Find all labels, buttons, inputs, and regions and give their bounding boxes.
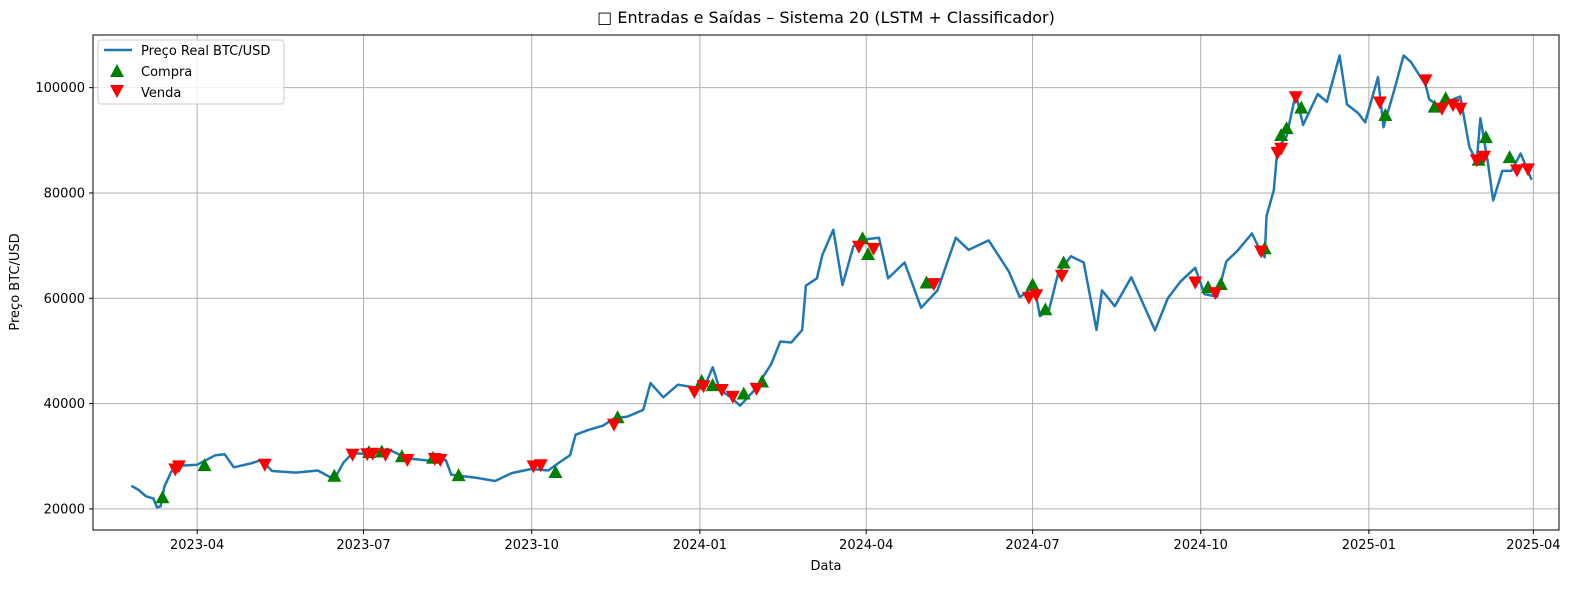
y-tick-label: 60000 — [44, 292, 85, 307]
sell-marker — [378, 448, 393, 462]
sell-marker — [749, 382, 764, 396]
legend-sell-marker — [110, 85, 124, 98]
sell-marker — [1029, 289, 1044, 303]
chart-title: □ Entradas e Saídas – Sistema 20 (LSTM +… — [597, 8, 1055, 27]
buy-marker — [1478, 130, 1493, 144]
sell-marker — [1208, 287, 1223, 301]
buy-marker — [1279, 121, 1294, 135]
sell-marker — [851, 240, 866, 254]
sell-marker — [687, 386, 702, 400]
buy-marker — [1294, 100, 1309, 114]
legend-label-buy: Compra — [141, 65, 192, 80]
sell-marker — [1054, 269, 1069, 283]
sell-marker — [1274, 142, 1289, 156]
x-tick-label: 2023-10 — [505, 538, 559, 553]
sell-marker — [1188, 276, 1203, 290]
x-tick-label: 2024-10 — [1174, 538, 1228, 553]
sell-marker — [257, 458, 272, 472]
sell-marker — [606, 418, 621, 432]
buy-marker — [705, 378, 720, 392]
buy-marker — [1502, 150, 1517, 164]
legend-box — [97, 39, 285, 105]
buy-marker — [919, 275, 934, 289]
sell-marker — [1254, 245, 1269, 259]
buy-marker — [197, 458, 212, 472]
sell-marker — [696, 380, 711, 394]
sell-marker — [171, 460, 186, 474]
buy-marker — [1025, 277, 1040, 291]
buy-marker — [1427, 99, 1442, 113]
buy-marker — [155, 490, 170, 504]
sell-marker — [533, 459, 548, 473]
buy-marker — [1056, 255, 1071, 269]
plot-frame — [92, 34, 1560, 531]
buy-marker — [327, 468, 342, 482]
sell-marker — [1477, 150, 1492, 164]
sell-marker — [1453, 102, 1468, 116]
buy-marker — [1274, 128, 1289, 142]
x-tick-label: 2024-07 — [1005, 538, 1059, 553]
sell-marker — [345, 448, 360, 462]
sell-marker — [1288, 91, 1303, 105]
x-tick-label: 2024-04 — [839, 538, 893, 553]
y-tick-label: 80000 — [44, 186, 85, 201]
x-tick-label: 2025-01 — [1342, 538, 1396, 553]
sell-marker — [1372, 96, 1387, 110]
sell-marker — [725, 390, 740, 404]
grid-lines — [93, 35, 1559, 530]
sell-marker — [365, 447, 380, 461]
sell-marker — [866, 242, 881, 256]
legend-label-price: Preço Real BTC/USD — [141, 44, 270, 59]
sell-marker — [1418, 74, 1433, 88]
y-tick-label: 100000 — [35, 81, 85, 96]
x-tick-label: 2024-01 — [673, 538, 727, 553]
axis-ticks: 2023-04 2023-07 2023-10 2024-01 2024-04 2024-… — [35, 81, 1560, 553]
buy-marker — [1378, 108, 1393, 121]
x-tick-label: 2023-04 — [170, 538, 224, 553]
buy-marker — [548, 465, 563, 479]
buy-marker — [1038, 302, 1053, 316]
buy-marker — [736, 386, 751, 400]
sell-marker — [1509, 164, 1524, 178]
trade-markers — [155, 74, 1535, 504]
sell-marker — [926, 278, 941, 292]
buy-marker — [451, 468, 466, 482]
x-axis-label: Data — [810, 559, 841, 574]
sell-marker — [1435, 102, 1450, 116]
legend-label-sell: Venda — [141, 86, 181, 101]
sell-marker — [400, 454, 415, 467]
y-axis-label: Preço BTC/USD — [8, 233, 23, 330]
buy-marker — [861, 247, 876, 261]
legend-buy-marker — [110, 64, 124, 77]
sell-marker — [1445, 99, 1460, 113]
sell-marker — [1520, 163, 1535, 177]
sell-marker — [714, 383, 729, 397]
buy-marker — [1213, 277, 1228, 291]
x-tick-label: 2025-04 — [1506, 538, 1560, 553]
sell-marker — [433, 454, 448, 467]
x-tick-label: 2023-07 — [336, 538, 390, 553]
y-tick-label: 20000 — [44, 502, 85, 517]
y-tick-label: 40000 — [44, 397, 85, 412]
sell-marker — [1469, 154, 1484, 168]
legend: Preço Real BTC/USD Compra Venda — [97, 39, 285, 105]
